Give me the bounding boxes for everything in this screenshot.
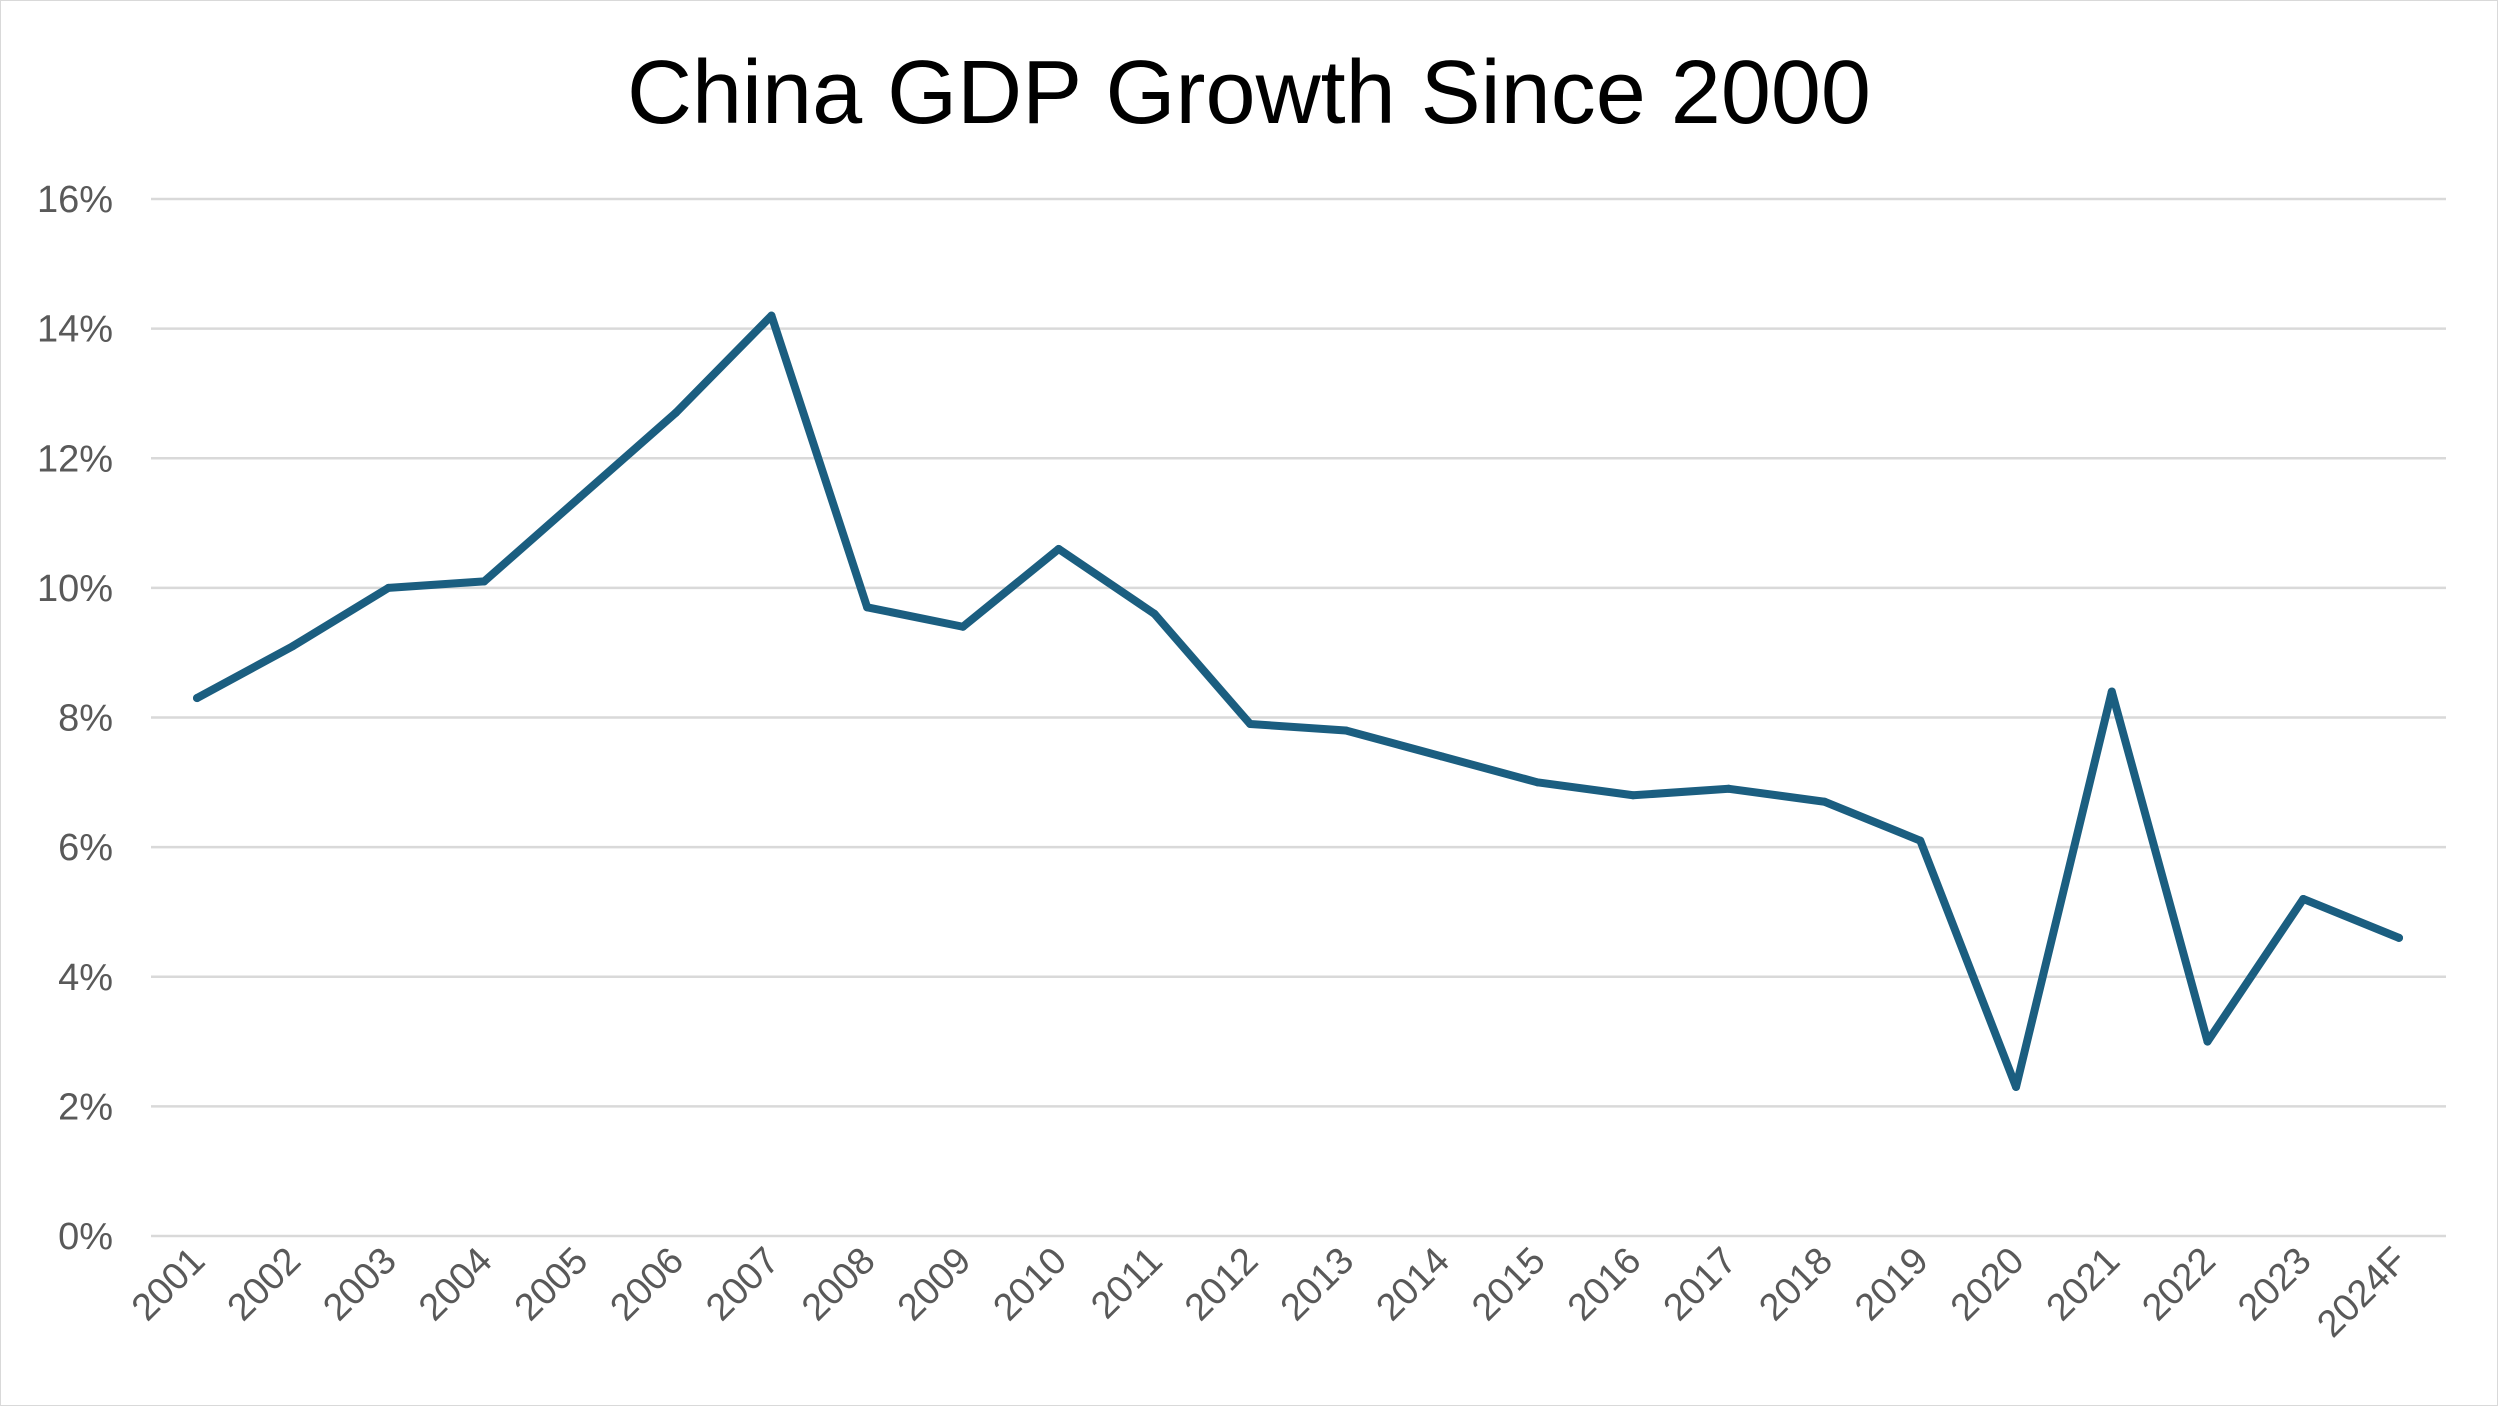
x-tick-label: 2016 <box>1560 1240 1649 1329</box>
x-tick-label: 2004 <box>411 1240 500 1329</box>
y-tick-label: 16% <box>37 179 113 221</box>
data-point-2009 <box>958 622 967 631</box>
x-tick-label: 2021 <box>2039 1240 2128 1329</box>
series-layer <box>193 311 2403 1091</box>
x-tick-label: 2008 <box>794 1240 883 1329</box>
x-tick-label: 2002 <box>220 1240 309 1329</box>
x-tick-label: 2015 <box>1464 1240 1553 1329</box>
y-tick-label: 14% <box>37 309 113 351</box>
data-point-2002 <box>288 642 297 651</box>
data-point-2001 <box>193 694 201 703</box>
x-tick-label: 2012 <box>1177 1240 1266 1329</box>
y-tick-label: 0% <box>58 1216 113 1258</box>
data-point-2017 <box>1724 784 1733 793</box>
data-point-2023 <box>2299 894 2308 903</box>
data-point-2004 <box>480 577 489 586</box>
x-tick-label: 2018 <box>1751 1240 1840 1329</box>
y-tick-label: 12% <box>37 438 113 480</box>
x-tick-label: 2006 <box>603 1240 692 1329</box>
data-point-2011 <box>1150 609 1159 618</box>
y-tick-label: 10% <box>37 568 113 610</box>
x-tick-label: 2001 <box>124 1240 213 1329</box>
series-line <box>193 311 2403 1091</box>
data-point-2020 <box>2012 1082 2021 1091</box>
data-point-2022 <box>2203 1037 2212 1046</box>
data-point-2021 <box>2107 687 2116 696</box>
x-tick-label: 2013 <box>1273 1240 1362 1329</box>
x-tick-label: 2024F <box>2309 1240 2415 1346</box>
y-axis-labels: 0% 2% 4% 6% 8% 10% 12% 14% 16% <box>37 179 113 1258</box>
x-tick-label: 2020 <box>1943 1240 2032 1329</box>
data-point-2018 <box>1820 797 1829 806</box>
x-axis-labels: 2001 2002 2003 2004 2005 2006 2007 2008 2009 2010… <box>124 1240 2415 1346</box>
x-tick-label: 2007 <box>698 1240 787 1329</box>
y-tick-label: 8% <box>58 698 113 740</box>
x-tick-label: 2005 <box>507 1240 596 1329</box>
data-point-2014 <box>1437 752 1446 761</box>
data-point-2019 <box>1916 836 1925 845</box>
data-point-2007 <box>767 311 776 320</box>
x-tick-label: 2010 <box>986 1240 1075 1329</box>
data-point-2013 <box>1341 726 1350 735</box>
data-point-2003 <box>384 583 393 592</box>
data-point-2015 <box>1533 778 1542 787</box>
x-tick-label: 2022 <box>2134 1240 2223 1329</box>
x-tick-label: 2009 <box>890 1240 979 1329</box>
data-point-2005 <box>575 493 584 502</box>
chart-title: China GDP Growth Since 2000 <box>627 43 1871 143</box>
data-point-2024F <box>2395 933 2403 942</box>
x-tick-label: 2019 <box>1847 1240 1936 1329</box>
y-tick-label: 2% <box>58 1086 113 1128</box>
data-point-2006 <box>671 408 680 417</box>
data-point-2008 <box>863 603 872 612</box>
x-tick-label: 2014 <box>1368 1240 1457 1329</box>
data-point-2016 <box>1629 791 1638 800</box>
data-point-2010 <box>1054 544 1063 553</box>
y-tick-label: 4% <box>58 957 113 999</box>
x-tick-label: 2003 <box>315 1240 404 1329</box>
y-tick-label: 6% <box>58 827 113 869</box>
x-tick-label: 2017 <box>1656 1240 1745 1329</box>
x-tick-label: 2023 <box>2230 1240 2319 1329</box>
gridlines <box>151 197 2446 1238</box>
x-tick-label: 2011 <box>1083 1240 1170 1327</box>
data-point-2012 <box>1246 719 1255 728</box>
